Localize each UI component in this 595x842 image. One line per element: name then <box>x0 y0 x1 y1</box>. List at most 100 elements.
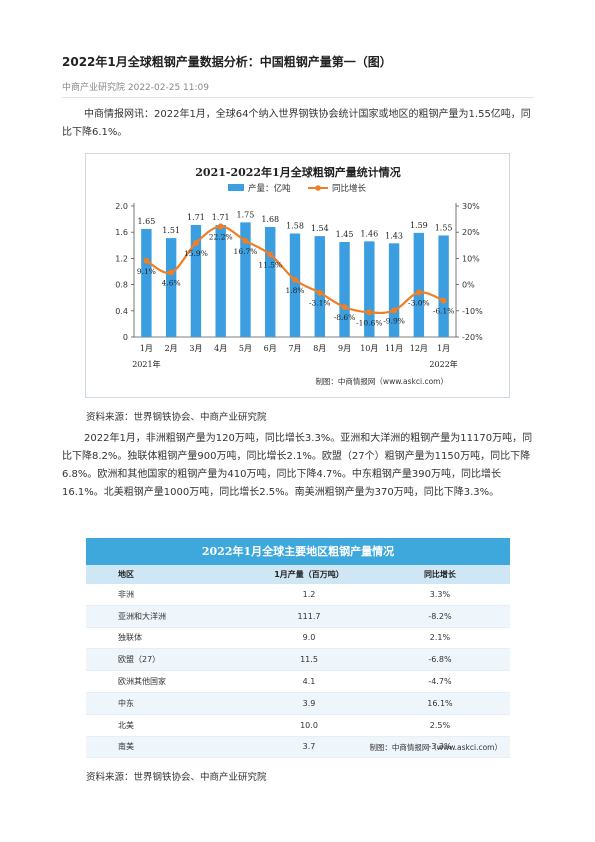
region-table-grid: 地区 1月产量（百万吨） 同比增长 非洲 1.2 3.3% 亚洲和大洋洲 111.7-… <box>86 565 510 759</box>
source-note-1: 资料来源：世界钢铁协会、中商产业研究院 <box>86 412 267 423</box>
bar <box>364 241 375 337</box>
intro-paragraph: 中商情报网讯：2022年1月，全球64个纳入世界钢铁协会统计国家或地区的粗钢产量… <box>62 109 531 138</box>
bar-value-label: 1.59 <box>410 221 428 230</box>
right-tick-label: 10% <box>462 254 480 263</box>
bar <box>240 222 251 337</box>
region-cell: 中东 <box>86 692 249 715</box>
growth-point <box>366 309 373 316</box>
growth-point <box>192 239 199 246</box>
legend-bar-swatch <box>228 184 244 191</box>
output-cell: 3.7 <box>248 736 370 759</box>
category-label: 10月 <box>360 344 378 353</box>
category-label: 4月 <box>214 344 227 353</box>
bar-value-label: 1.51 <box>162 226 180 235</box>
source-note-2: 资料来源：世界钢铁协会、中商产业研究院 <box>86 772 267 783</box>
region-table: 2022年1月全球主要地区粗钢产量情况 地区 1月产量（百万吨） 同比增长 非洲… <box>86 538 510 759</box>
table-row: 独联体 9.0 2.1% <box>86 627 510 650</box>
table-row: 欧洲其他国家 4.1 -4.7% <box>86 670 510 693</box>
body-paragraph: 2022年1月，非洲粗钢产量为120万吨，同比增长3.3%。亚洲和大洋洲的粗钢产… <box>62 433 533 498</box>
bar <box>413 232 425 337</box>
legend-bar-label: 产量：亿吨 <box>248 183 291 194</box>
category-label: 7月 <box>288 344 301 353</box>
category-label: 1月 <box>140 344 153 353</box>
output-cell: 4.1 <box>248 670 370 693</box>
year-label-2022: 2022年 <box>429 359 457 369</box>
bar-value-label: 1.45 <box>336 230 354 239</box>
category-label: 1月 <box>437 344 450 353</box>
growth-cell: 16.1% <box>369 692 510 715</box>
right-tick-label: 0% <box>462 281 475 290</box>
left-tick-label: 1.6 <box>115 228 128 237</box>
growth-point <box>267 251 274 258</box>
bar-value-label: 1.54 <box>311 224 329 233</box>
left-tick-label: 0.8 <box>115 281 128 290</box>
bar <box>141 228 152 337</box>
table-row: 非洲 1.2 3.3% <box>86 584 510 606</box>
output-cell: 1.2 <box>248 584 370 606</box>
table-header-output: 1月产量（百万吨） <box>248 565 370 584</box>
bar <box>388 243 400 337</box>
region-cell: 北美 <box>86 714 249 737</box>
bar <box>190 224 202 337</box>
growth-point <box>415 289 422 296</box>
growth-point <box>391 307 398 314</box>
category-label: 11月 <box>385 344 403 353</box>
table-credit: 制图：中商情报网（www.askci.com） <box>369 743 502 752</box>
region-cell: 南美 <box>86 736 249 759</box>
growth-value-label: 9.1% <box>137 267 156 276</box>
left-tick-label: 0.4 <box>115 307 128 316</box>
growth-point <box>217 223 224 230</box>
left-tick-label: 2.0 <box>115 202 128 211</box>
growth-cell: 2.5% <box>369 714 510 737</box>
year-label-2021: 2021年 <box>132 359 160 369</box>
growth-value-label: 15.9% <box>184 249 208 258</box>
growth-value-label: 1.8% <box>285 286 304 295</box>
legend-line-label: 同比增长 <box>332 183 367 194</box>
bar-value-label: 1.75 <box>237 210 255 219</box>
article-meta: 中商产业研究院 2022-02-25 11:09 <box>62 83 209 93</box>
table-header-growth: 同比增长 <box>369 565 510 584</box>
region-cell: 欧盟（27） <box>86 648 249 672</box>
category-label: 9月 <box>338 344 351 353</box>
growth-cell: -6.8% <box>369 648 510 672</box>
bar <box>339 242 350 337</box>
bar <box>215 224 226 337</box>
bar <box>314 236 325 337</box>
output-cell: 10.0 <box>248 714 370 737</box>
growth-point <box>341 304 348 311</box>
growth-value-label: 16.7% <box>234 247 258 256</box>
growth-cell: -8.2% <box>369 605 510 628</box>
region-cell: 欧洲其他国家 <box>86 670 249 693</box>
bar-value-label: 1.55 <box>435 223 453 232</box>
category-label: 8月 <box>313 344 326 353</box>
bar-value-label: 1.46 <box>360 229 378 238</box>
growth-point <box>316 289 323 296</box>
growth-value-label: -8.6% <box>334 313 356 322</box>
growth-point <box>440 297 447 304</box>
category-label: 2月 <box>165 344 178 353</box>
chart-title: 2021-2022年1月全球粗钢产量统计情况 <box>195 165 400 179</box>
growth-value-label: -3.0% <box>408 298 430 307</box>
growth-value-label: -9.9% <box>383 317 405 326</box>
table-header-row: 地区 1月产量（百万吨） 同比增长 <box>86 565 510 584</box>
growth-point <box>143 257 150 264</box>
table-row: 北美 10.0 2.5% <box>86 714 510 737</box>
growth-point <box>292 276 298 283</box>
right-tick-label: -10% <box>462 307 483 316</box>
output-cell: 9.0 <box>248 627 370 650</box>
right-tick-label: 30% <box>462 202 480 211</box>
chart-credit: 制图：中商情报网（www.askci.com） <box>315 376 448 386</box>
category-label: 6月 <box>264 344 277 353</box>
growth-cell: 2.1% <box>369 627 510 650</box>
legend-line-marker <box>315 185 321 191</box>
production-chart: 2021-2022年1月全球粗钢产量统计情况 产量：亿吨 同比增长 0 0.4 0.8 1.… <box>85 153 510 398</box>
table-header-region: 地区 <box>86 565 249 584</box>
bar-value-label: 1.43 <box>385 231 403 240</box>
output-cell: 11.5 <box>248 648 370 672</box>
divider <box>62 97 534 98</box>
bar <box>265 226 276 337</box>
region-cell: 亚洲和大洋洲 <box>86 605 249 628</box>
growth-value-label: -10.6% <box>356 318 382 327</box>
bar-value-label: 1.65 <box>137 217 155 226</box>
bar-value-label: 1.68 <box>261 215 279 224</box>
